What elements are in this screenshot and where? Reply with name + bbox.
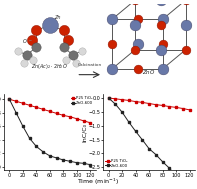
Point [161, 42, 164, 45]
Text: Zn: Zn [50, 15, 61, 25]
Point [159, 48, 162, 51]
Point [23, 61, 26, 64]
Point [159, 0, 162, 2]
Point [62, 46, 65, 49]
Text: $ZnO$: $ZnO$ [142, 68, 156, 76]
Point [34, 29, 38, 32]
Point [184, 0, 187, 2]
Point [134, 0, 137, 2]
Point [25, 53, 29, 56]
Point [111, 42, 114, 45]
Point [136, 42, 139, 45]
Point [80, 50, 84, 53]
Point [67, 39, 70, 42]
Point [65, 59, 68, 62]
Point [184, 23, 187, 26]
Point [161, 67, 164, 70]
Text: O: O [22, 40, 32, 44]
Point [159, 23, 162, 26]
Point [16, 50, 19, 53]
Text: $Zn(Ac)_2 \cdot 2H_2O$: $Zn(Ac)_2 \cdot 2H_2O$ [31, 62, 68, 71]
Point [136, 18, 139, 21]
Point [136, 67, 139, 70]
Text: Time (min$^{-1}$): Time (min$^{-1}$) [77, 177, 120, 187]
Legend: P25 TiO₂, ZnO-600: P25 TiO₂, ZnO-600 [70, 96, 94, 105]
Point [134, 48, 137, 51]
Text: Calcination: Calcination [77, 63, 102, 67]
Point [134, 23, 137, 26]
Point [62, 29, 65, 32]
Point [111, 18, 114, 21]
Point [184, 48, 187, 51]
Point [161, 18, 164, 21]
Point [34, 46, 38, 49]
Legend: P25 TiO₂, ZnO-600: P25 TiO₂, ZnO-600 [105, 159, 129, 168]
Point [111, 67, 114, 70]
Y-axis label: lnC/C₀: lnC/C₀ [82, 122, 87, 142]
Point [30, 39, 33, 42]
Point [32, 59, 35, 62]
Point [71, 53, 74, 56]
Point [48, 24, 51, 27]
Point [74, 61, 77, 64]
